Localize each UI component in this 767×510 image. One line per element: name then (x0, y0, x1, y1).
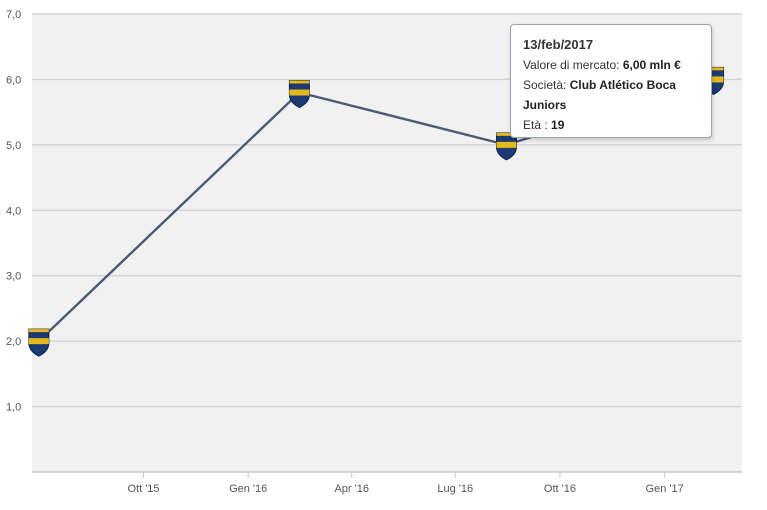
tooltip-age: Età : 19 (523, 118, 565, 132)
tooltip-market-value: Valore di mercato: 6,00 mln € (523, 58, 681, 72)
tooltip-club-label: Società (523, 78, 564, 92)
series-markers (28, 66, 725, 357)
x-axis: Ott '15 Gen '16 Apr '16 Lug '16 Ott '16 Gen '… (127, 472, 684, 495)
tooltip-market-value-label: Valore di mercato (523, 58, 617, 72)
x-tick-label: Gen '16 (229, 483, 267, 495)
x-tick-label: Gen '17 (646, 483, 684, 495)
tooltip-date: 13/feb/2017 (523, 37, 594, 52)
club-crest-icon[interactable] (288, 80, 310, 109)
y-tick-label: 1,0 (6, 402, 21, 414)
y-tick-label: 6,0 (6, 74, 21, 86)
tooltip-market-value-amount: 6,00 mln € (622, 58, 681, 72)
club-crest-icon[interactable] (28, 328, 50, 357)
x-tick-label: Ott '15 (127, 483, 159, 495)
y-tick-label: 2,0 (6, 336, 21, 348)
y-tick-label: 5,0 (6, 140, 21, 152)
y-tick-label: 4,0 (6, 205, 21, 217)
tooltip-club: Società: Club Atlético Boca Juniors (523, 78, 676, 112)
x-tick-label: Ott '16 (544, 483, 576, 495)
grid-lines (32, 13, 742, 473)
y-axis: 1,0 2,0 3,0 4,0 5,0 6,0 7,0 (6, 9, 21, 414)
x-tick-label: Lug '16 (437, 483, 473, 495)
tooltip-age-label: Età (523, 118, 542, 132)
y-tick-label: 3,0 (6, 271, 21, 283)
y-tick-label: 7,0 (6, 9, 21, 21)
tooltip-age-value: 19 (551, 118, 565, 132)
data-point-tooltip: 13/feb/2017 Valore di mercato: 6,00 mln … (510, 24, 712, 138)
tooltip-club-name: Club Atlético Boca Juniors (523, 78, 676, 112)
x-tick-label: Apr '16 (334, 483, 369, 495)
